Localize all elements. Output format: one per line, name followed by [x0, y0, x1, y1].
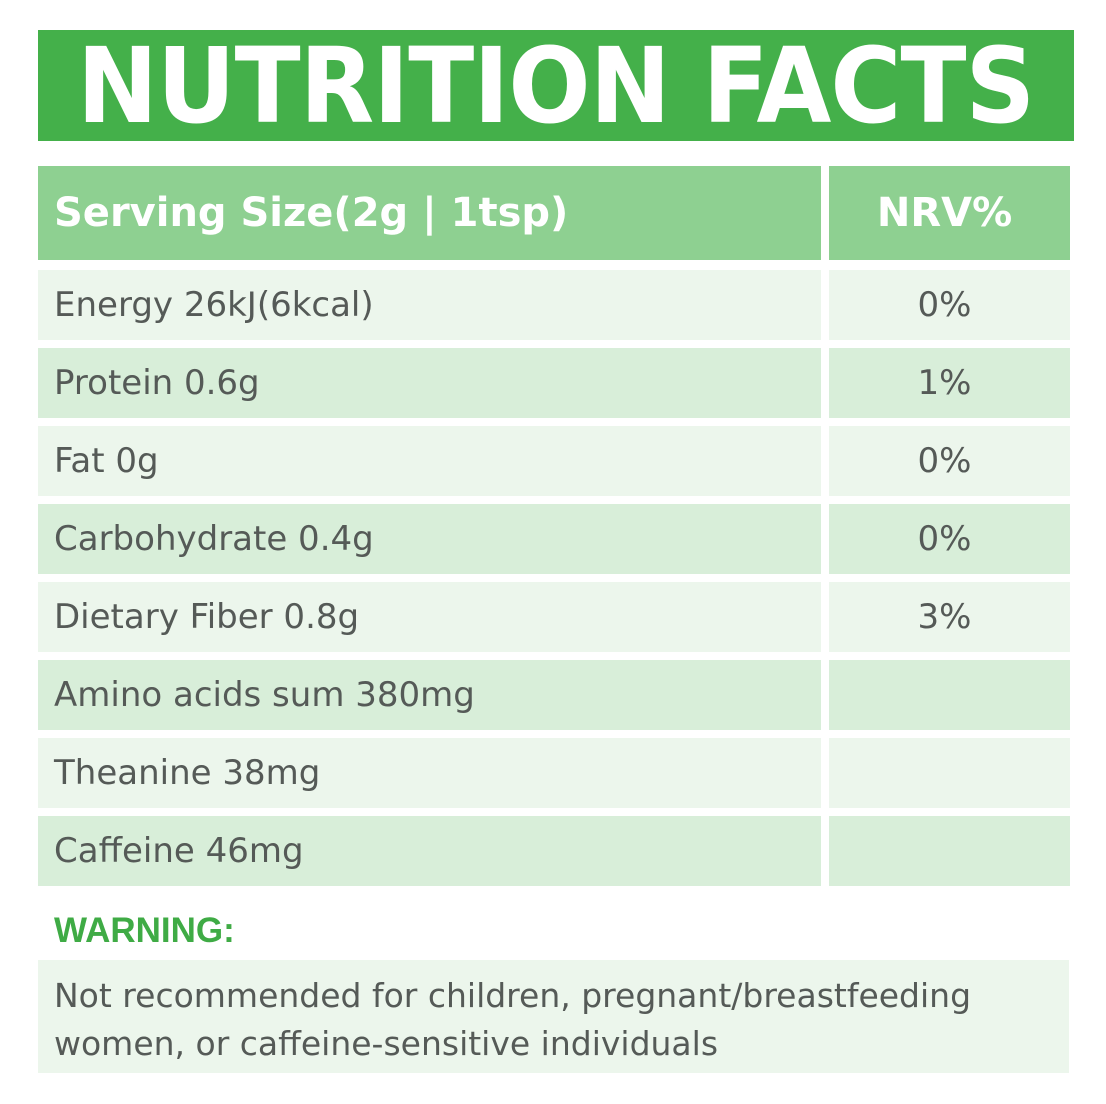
nrv-caffeine: [829, 816, 1070, 886]
nrv-header: NRV%: [829, 166, 1070, 260]
nutrient-carbohydrate: Carbohydrate 0.4g: [38, 504, 821, 574]
nrv-fat: 0%: [829, 426, 1070, 496]
page-title: NUTRITION FACTS: [77, 30, 1035, 141]
nrv-carbohydrate: 0%: [829, 504, 1070, 574]
nrv-energy: 0%: [829, 270, 1070, 340]
title-banner: NUTRITION FACTS: [38, 30, 1074, 141]
nrv-dietary-fiber: 3%: [829, 582, 1070, 652]
nutrient-theanine: Theanine 38mg: [38, 738, 821, 808]
nutrient-caffeine: Caffeine 46mg: [38, 816, 821, 886]
nutrient-energy: Energy 26kJ(6kcal): [38, 270, 821, 340]
nrv-amino-acids: [829, 660, 1070, 730]
nutrient-fat: Fat 0g: [38, 426, 821, 496]
nrv-theanine: [829, 738, 1070, 808]
serving-size-header: Serving Size(2g | 1tsp): [38, 166, 821, 260]
nutrient-protein: Protein 0.6g: [38, 348, 821, 418]
warning-text: Not recommended for children, pregnant/b…: [38, 960, 1069, 1073]
nutrient-dietary-fiber: Dietary Fiber 0.8g: [38, 582, 821, 652]
warning-label: WARNING:: [54, 911, 235, 950]
nutrient-amino-acids: Amino acids sum 380mg: [38, 660, 821, 730]
nrv-protein: 1%: [829, 348, 1070, 418]
